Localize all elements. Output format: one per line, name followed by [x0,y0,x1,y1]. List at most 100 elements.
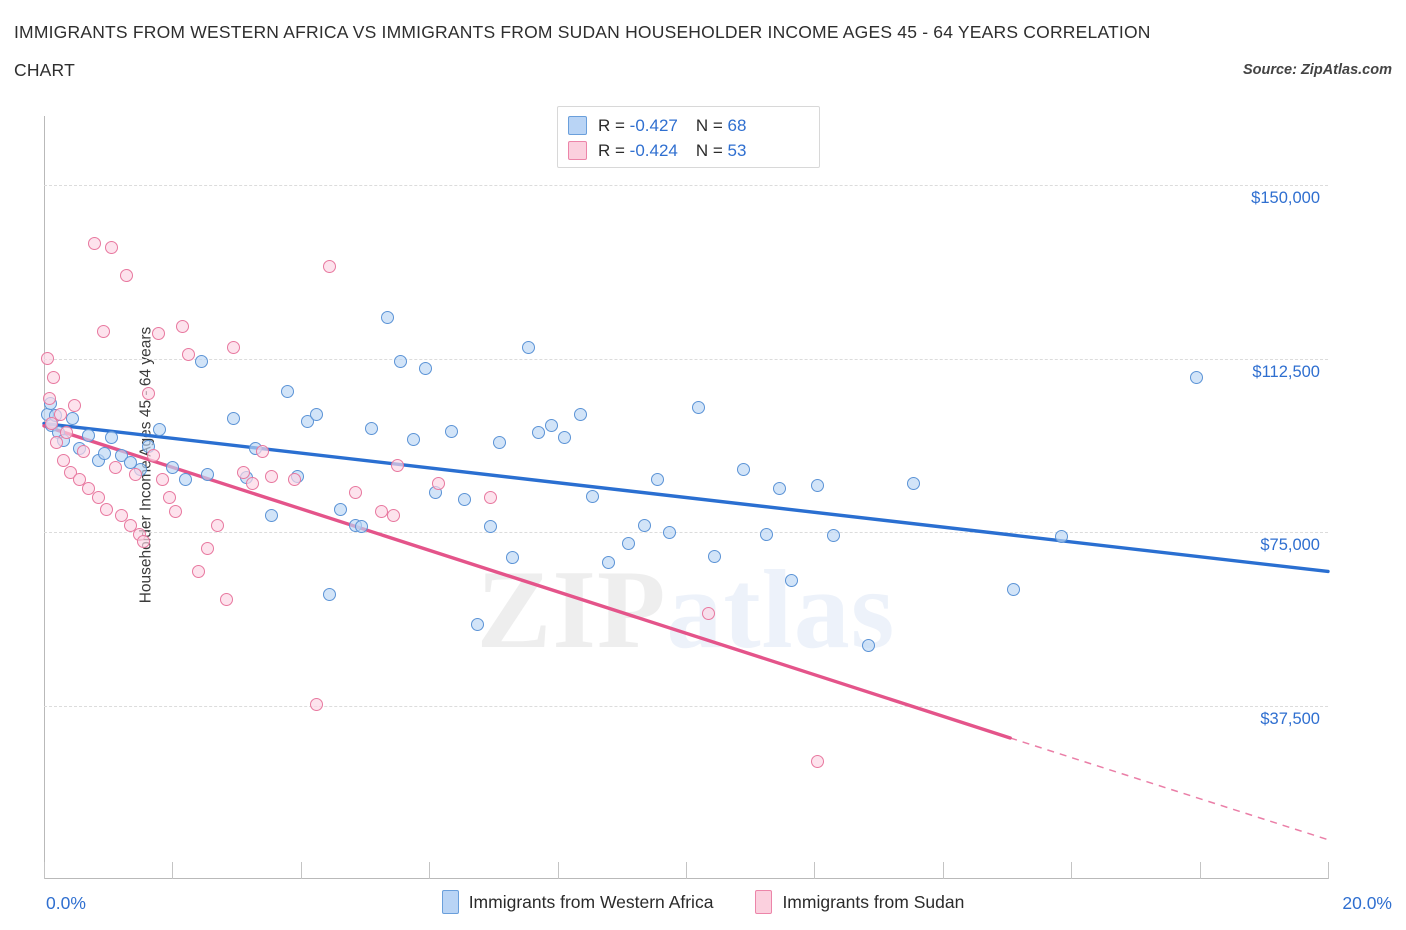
scatter-point[interactable] [151,326,165,340]
scatter-point[interactable] [220,592,234,606]
scatter-point[interactable] [59,426,73,440]
scatter-point[interactable] [445,424,459,438]
scatter-point[interactable] [862,638,876,652]
scatter-point[interactable] [323,259,337,273]
legend-item-western-africa[interactable]: Immigrants from Western Africa [441,890,713,914]
scatter-point[interactable] [586,489,600,503]
scatter-point[interactable] [432,477,446,491]
legend-item-sudan[interactable]: Immigrants from Sudan [755,890,964,914]
scatter-point[interactable] [141,386,155,400]
scatter-point[interactable] [557,430,571,444]
scatter-point[interactable] [66,412,80,426]
scatter-point[interactable] [162,491,176,504]
scatter-point[interactable] [56,454,70,467]
scatter-point[interactable] [759,527,773,541]
scatter-point[interactable] [287,472,301,486]
scatter-point[interactable] [255,444,269,458]
scatter-point[interactable] [323,588,337,602]
scatter-point[interactable] [265,509,279,523]
scatter-point[interactable] [637,518,651,532]
scatter-point[interactable] [310,407,324,421]
scatter-point[interactable] [194,354,208,368]
scatter-point[interactable] [393,354,407,368]
scatter-point[interactable] [483,491,497,504]
scatter-point[interactable] [165,460,179,474]
scatter-point[interactable] [109,460,123,474]
scatter-point[interactable] [737,463,751,477]
scatter-point[interactable] [483,520,497,534]
scatter-point[interactable] [175,319,189,333]
scatter-point[interactable] [390,458,404,472]
scatter-point[interactable] [128,467,142,481]
scatter-point[interactable] [153,423,167,437]
scatter-point[interactable] [470,618,484,632]
scatter-point[interactable] [119,269,133,283]
scatter-point[interactable] [226,412,240,426]
scatter-point[interactable] [406,433,420,447]
scatter-point[interactable] [692,400,706,414]
scatter-point[interactable] [663,525,677,539]
scatter-point[interactable] [772,481,786,495]
scatter-point[interactable] [506,551,520,565]
scatter-point[interactable] [621,537,635,551]
scatter-point[interactable] [310,697,324,711]
scatter-point[interactable] [82,428,96,442]
scatter-point[interactable] [1055,530,1069,544]
scatter-point[interactable] [92,491,106,504]
scatter-point[interactable] [178,472,192,486]
scatter-point[interactable] [98,447,112,461]
scatter-point[interactable] [348,486,362,500]
scatter-point[interactable] [236,465,250,479]
scatter-point[interactable] [811,479,825,493]
scatter-point[interactable] [201,541,215,555]
scatter-point[interactable] [40,352,54,366]
scatter-point[interactable] [246,477,260,491]
scatter-point[interactable] [265,470,279,484]
scatter-point[interactable] [47,370,61,384]
scatter-point[interactable] [374,504,388,518]
scatter-point[interactable] [811,754,825,768]
scatter-point[interactable] [364,421,378,435]
scatter-point[interactable] [100,502,114,516]
scatter-point[interactable] [146,449,160,463]
scatter-point[interactable] [387,509,401,523]
scatter-point[interactable] [96,324,110,338]
scatter-point[interactable] [907,477,921,491]
scatter-point[interactable] [72,472,86,486]
scatter-point[interactable] [281,384,295,398]
scatter-point[interactable] [226,340,240,354]
scatter-point[interactable] [77,444,91,458]
scatter-point[interactable] [156,472,170,486]
scatter-point[interactable] [53,407,67,421]
scatter-point[interactable] [701,606,715,620]
scatter-point[interactable] [191,564,205,578]
scatter-point[interactable] [573,407,587,421]
scatter-point[interactable] [104,430,118,444]
scatter-point[interactable] [169,504,183,518]
scatter-point[interactable] [708,549,722,563]
scatter-point[interactable] [458,493,471,507]
scatter-point[interactable] [82,481,96,495]
scatter-point[interactable] [42,391,56,405]
scatter-point[interactable] [334,503,348,517]
scatter-point[interactable] [137,534,150,548]
scatter-point[interactable] [181,347,195,361]
scatter-point[interactable] [50,435,64,449]
scatter-point[interactable] [210,518,224,532]
scatter-point[interactable] [544,419,558,433]
scatter-point[interactable] [602,555,616,569]
scatter-point[interactable] [493,435,507,449]
scatter-point[interactable] [522,340,536,354]
scatter-point[interactable] [531,426,545,440]
scatter-point[interactable] [355,519,369,533]
scatter-point[interactable] [1189,370,1203,384]
scatter-point[interactable] [201,467,215,481]
scatter-point[interactable] [68,398,82,412]
scatter-point[interactable] [114,509,128,523]
scatter-point[interactable] [1006,583,1020,597]
scatter-point[interactable] [650,472,664,486]
scatter-point[interactable] [45,417,59,430]
scatter-point[interactable] [104,241,118,255]
scatter-point[interactable] [419,361,433,375]
scatter-point[interactable] [87,236,101,250]
